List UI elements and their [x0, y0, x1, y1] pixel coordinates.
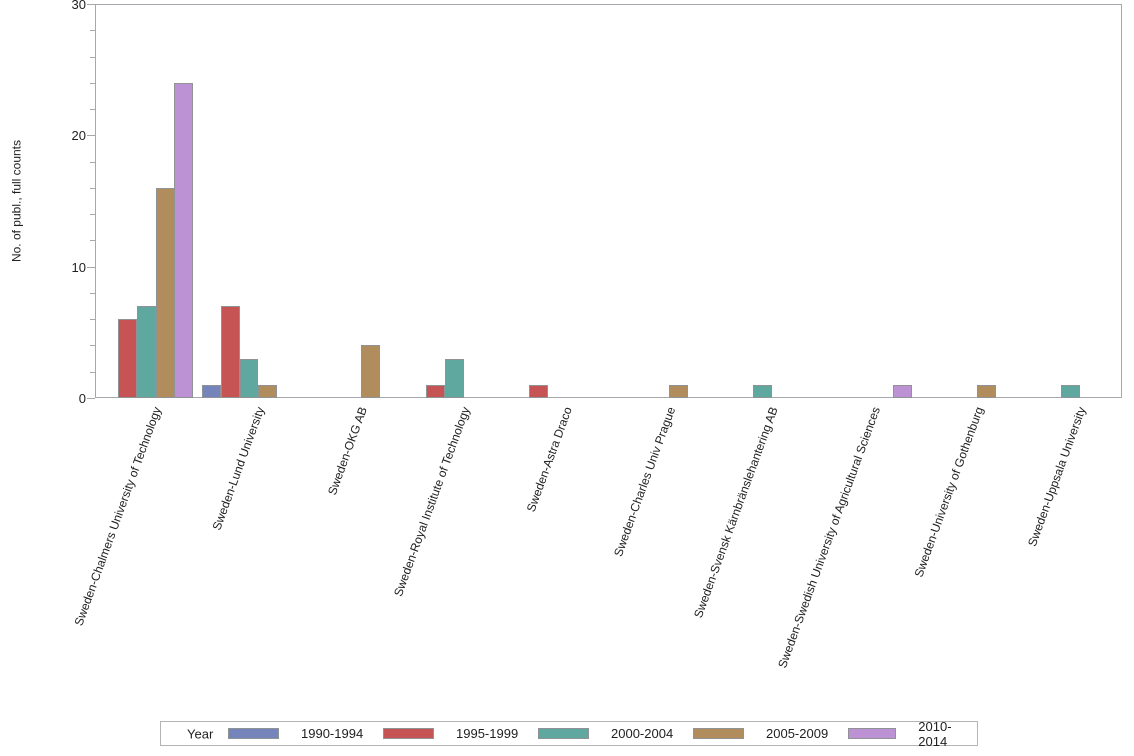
bar [361, 345, 380, 398]
bar [258, 384, 278, 398]
x-category-label: Sweden-University of Gothenburg [911, 405, 987, 580]
legend-item: 1995-1999 [383, 722, 518, 745]
bar [155, 187, 175, 398]
legend-item: 2010-2014 [848, 719, 977, 749]
y-tick-label: 30 [71, 0, 86, 12]
x-category-label: Sweden-Charles Univ Prague [610, 405, 679, 559]
x-category-label: Sweden-Lund University [209, 405, 268, 533]
y-minor-tick [90, 240, 95, 242]
bar [221, 306, 240, 398]
y-minor-tick [90, 371, 95, 373]
bar [669, 384, 688, 398]
y-minor-tick [90, 292, 95, 294]
bar [118, 319, 137, 398]
legend-swatch [228, 728, 279, 739]
legend-item-label: 2010-2014 [918, 718, 952, 749]
y-minor-tick [90, 187, 95, 189]
y-tick-label: 20 [71, 128, 86, 144]
legend-swatch [693, 728, 744, 739]
x-category-label: Sweden-Svensk Kärnbränslehantering AB [691, 405, 781, 620]
bar [893, 384, 912, 398]
bar [753, 384, 772, 398]
legend-item-label: 2005-2009 [766, 726, 829, 741]
bar [445, 358, 464, 398]
legend-swatch [538, 728, 589, 739]
bar [1061, 384, 1080, 398]
legend: Year 1990-1994 1995-1999 2000-2004 2005-200… [160, 719, 978, 749]
bar [977, 384, 996, 398]
y-minor-tick [90, 319, 95, 321]
bar [239, 358, 259, 398]
y-minor-tick [90, 30, 95, 32]
x-category-label: Sweden-Royal Institute of Technology [390, 405, 473, 599]
legend-item: 1990-1994 [228, 722, 363, 745]
y-minor-tick [90, 214, 95, 216]
y-major-tick [87, 266, 95, 268]
y-major-tick [87, 398, 95, 399]
legend-item-label: 1990-1994 [301, 726, 364, 741]
x-category-label: Sweden-Uppsala University [1025, 405, 1089, 549]
y-minor-tick [90, 345, 95, 347]
y-major-tick [87, 135, 95, 137]
bar [529, 384, 548, 398]
x-category-label: Sweden-Chalmers University of Technology [72, 405, 165, 628]
x-category-label: Sweden-Swedish University of Agricultura… [775, 405, 884, 670]
bar [426, 384, 446, 398]
y-minor-tick [90, 109, 95, 111]
x-category-label: Sweden-OKG AB [325, 405, 370, 497]
legend-item: 2000-2004 [538, 722, 673, 745]
legend-title: Year [187, 726, 214, 741]
legend-item-label: 1995-1999 [456, 726, 519, 741]
bar [202, 384, 221, 398]
y-tick-label: 10 [71, 259, 86, 275]
legend-item-label: 2000-2004 [611, 726, 674, 741]
legend-swatch [383, 728, 434, 739]
y-minor-tick [90, 82, 95, 84]
plot-area [95, 4, 1122, 398]
legend-swatch [848, 728, 897, 739]
x-category-label: Sweden-Astra Draco [524, 405, 576, 514]
y-axis-title: No. of publ., full counts [9, 139, 24, 263]
y-minor-tick [90, 56, 95, 58]
y-major-tick [87, 4, 95, 5]
legend-item: 2005-2009 [693, 722, 828, 745]
y-tick-label: 0 [78, 391, 86, 406]
bar [174, 82, 194, 398]
y-minor-tick [90, 161, 95, 163]
bar [137, 306, 156, 398]
